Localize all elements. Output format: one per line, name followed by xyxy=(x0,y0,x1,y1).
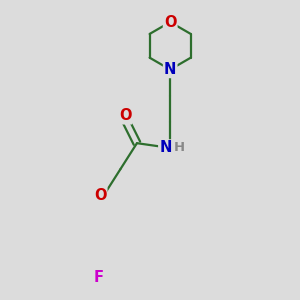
Text: F: F xyxy=(94,270,104,285)
Text: H: H xyxy=(173,141,185,154)
Text: O: O xyxy=(164,15,176,30)
Text: N: N xyxy=(164,62,176,77)
Text: O: O xyxy=(94,188,106,203)
Text: O: O xyxy=(119,108,131,123)
Text: N: N xyxy=(159,140,172,155)
